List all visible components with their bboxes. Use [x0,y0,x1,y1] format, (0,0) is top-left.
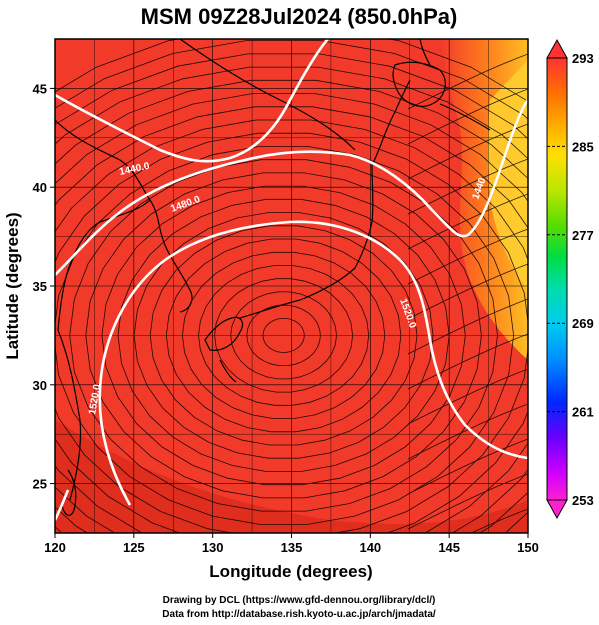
credit-line-1: Drawing by DCL (https://www.gfd-dennou.o… [163,595,436,606]
streamline [470,508,528,533]
grid-lines [55,39,528,533]
streamline [55,66,528,533]
y-axis-ticks: 25 30 35 40 45 [33,81,55,492]
colorbar-body [546,57,568,501]
streamline [407,438,528,495]
contour-label-1520-west: 1520.0 [87,383,103,415]
streamline [55,53,528,533]
credit-line-2: Data from http://database.rish.kyoto-u.a… [162,609,436,620]
x-tick-label: 120 [44,540,66,555]
streamline [117,198,450,472]
x-tick-label: 135 [281,540,303,555]
contour-1520-south [55,489,70,521]
streamline [407,53,528,110]
x-tick-label: 145 [438,540,460,555]
streamline [101,185,466,486]
streamline [407,368,528,425]
contour-1440 [55,39,329,163]
streamline [55,132,528,533]
colorbar-tick-label: 261 [572,405,594,420]
streamline [165,238,402,433]
geopotential-contours [55,39,528,521]
y-tick-label: 25 [33,477,47,492]
x-axis-label: Longitude (degrees) [209,562,372,581]
streamline [55,93,528,533]
streamline [407,193,528,250]
x-tick-label: 130 [202,540,224,555]
x-axis-ticks: 120 125 130 135 140 145 150 [44,533,539,555]
streamline [407,158,528,215]
contour-1520 [98,220,528,506]
chart-title: MSM 09Z28Jul2024 (850.0hPa) [141,4,458,29]
streamline [181,251,386,419]
streamline [407,333,528,390]
colorbar-tick-label: 253 [572,493,594,508]
colorbar-tick-label: 277 [572,228,594,243]
x-tick-label: 125 [123,540,145,555]
streamline [55,39,528,102]
coastlines [55,39,491,517]
streamline [149,225,418,446]
streamline [230,291,337,380]
streamline [55,79,528,533]
streamline [133,212,434,459]
streamlines [55,39,528,533]
streamline [407,228,528,285]
colorbar-bottom-arrow [546,499,568,520]
streamline [214,278,353,393]
map-plot: 1440.0 1480.0 1520.0 1520.0 1440 [55,39,528,533]
colorbar-tick-label: 285 [572,139,594,154]
streamline [69,159,498,512]
y-axis-label: Latitude (degrees) [3,212,22,359]
streamline [407,298,528,355]
x-tick-label: 150 [517,540,539,555]
streamline [55,119,528,533]
streamline [198,265,370,406]
colorbar: 293 285 277 269 261 253 [546,38,594,520]
contour-1480 [55,99,528,276]
streamline [407,473,528,530]
y-tick-label: 45 [33,81,47,96]
streamline [262,317,305,353]
colorbar-ticks: 293 285 277 269 261 253 [547,51,594,508]
y-tick-label: 40 [33,180,47,195]
streamline [55,40,528,120]
colorbar-tick-label: 269 [572,316,594,331]
y-tick-label: 35 [33,279,47,294]
streamline [407,88,528,145]
streamline [407,263,528,320]
x-tick-label: 140 [359,540,381,555]
streamline [85,172,482,499]
streamline [246,304,321,367]
y-tick-label: 30 [33,378,47,393]
colorbar-top-arrow [546,38,568,59]
colorbar-tick-label: 293 [572,51,594,66]
streamline [55,145,514,525]
